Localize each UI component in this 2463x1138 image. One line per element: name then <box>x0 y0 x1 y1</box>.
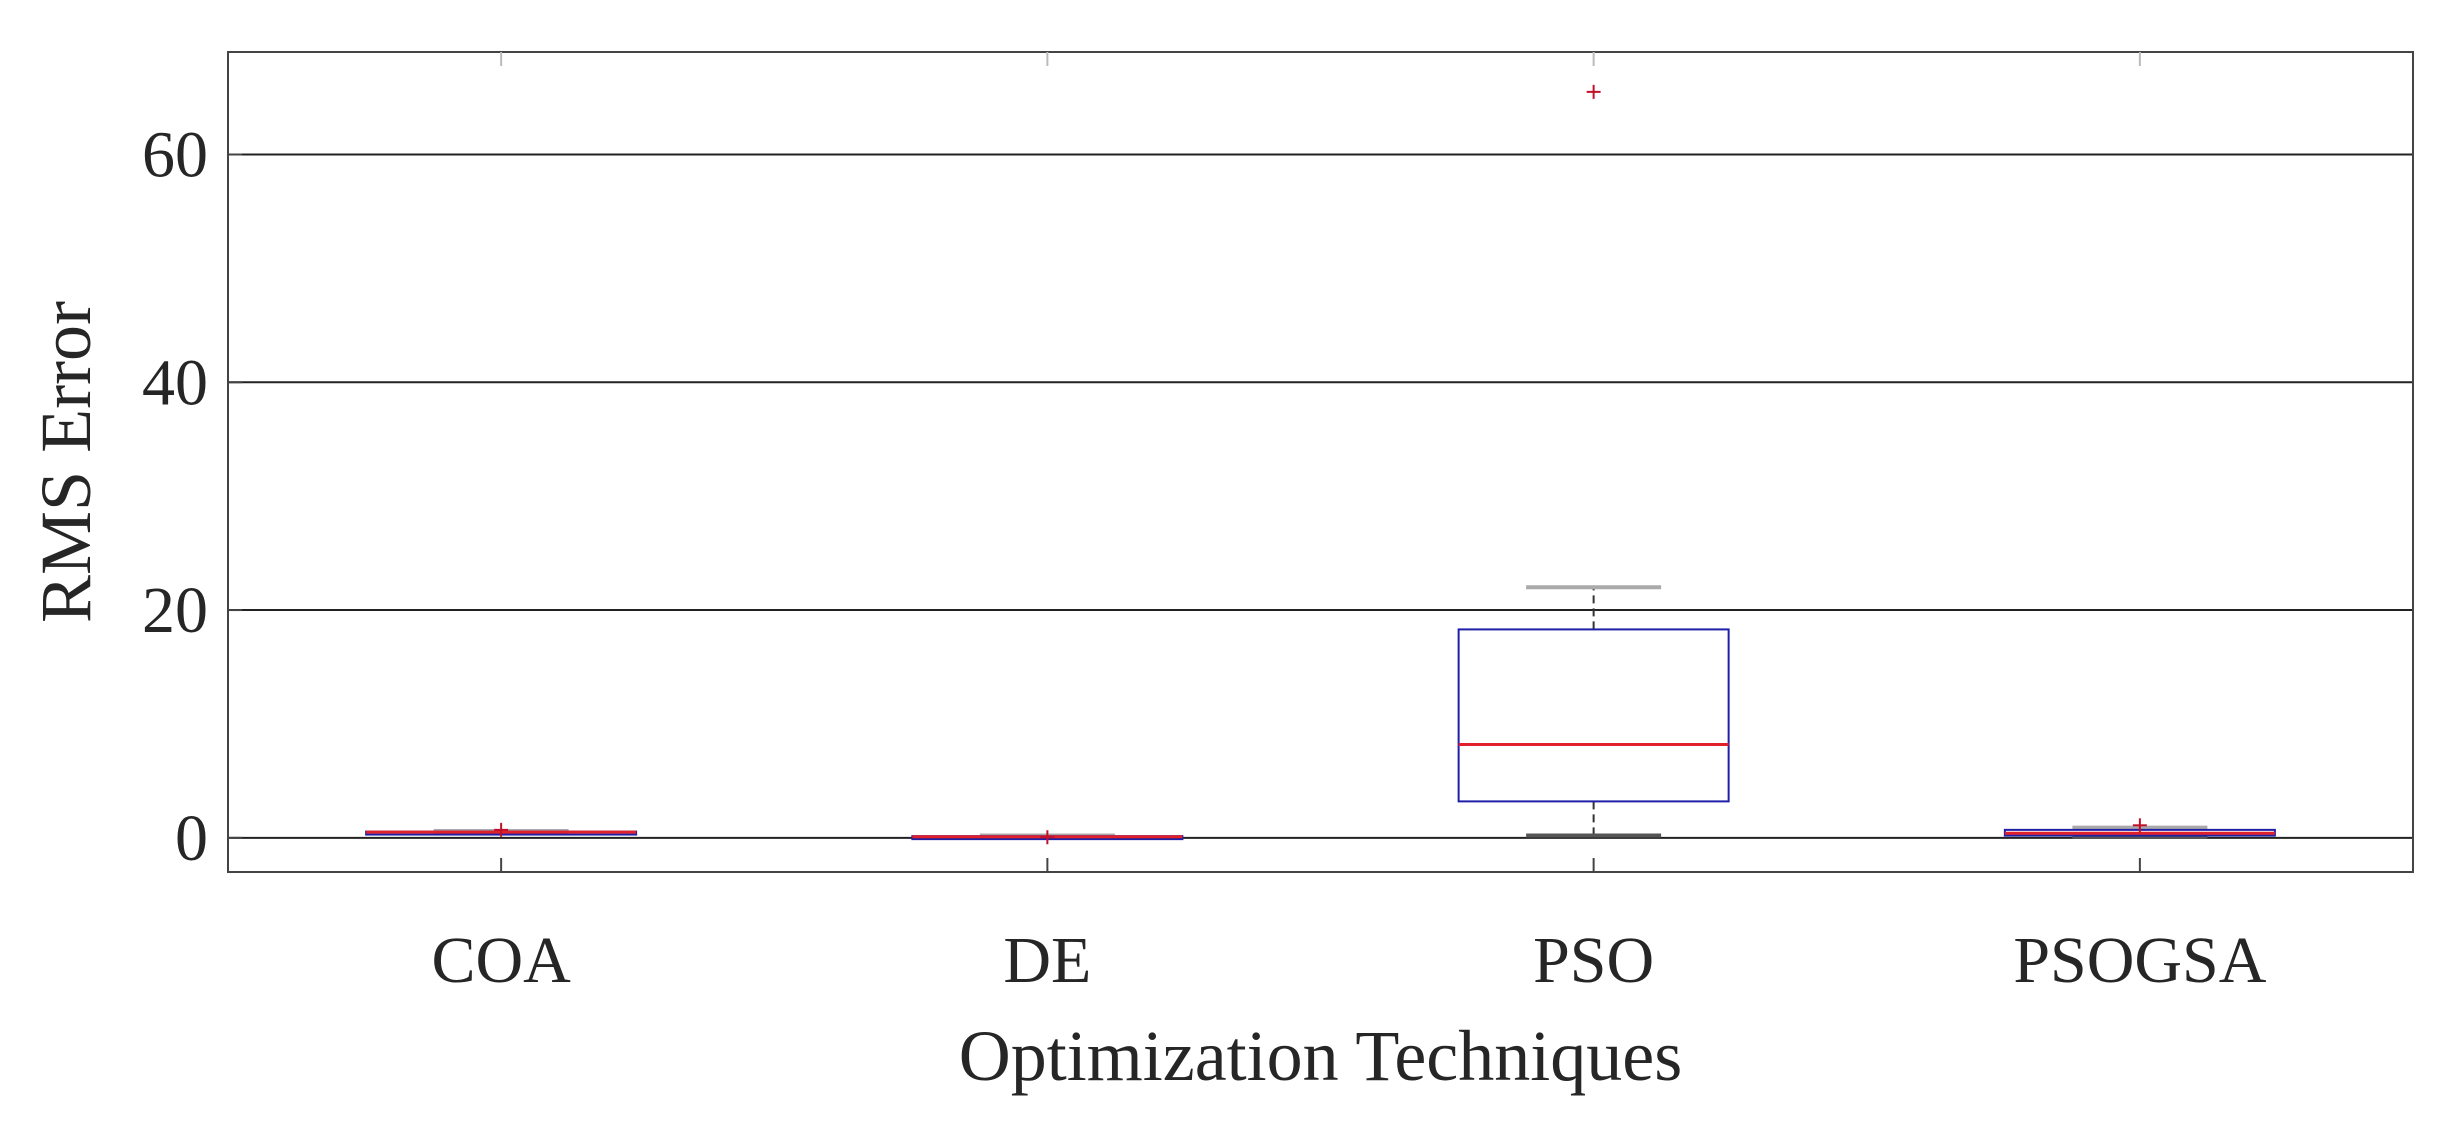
y-tick-label: 0 <box>175 802 208 875</box>
boxes <box>365 84 2276 845</box>
x-tick-label: COA <box>431 924 571 997</box>
x-axis-title: Optimization Techniques <box>959 1016 1682 1096</box>
gridlines <box>228 153 2413 839</box>
x-tick-label: DE <box>1003 924 1091 997</box>
x-tick-label: PSO <box>1533 924 1654 997</box>
box-coa <box>365 822 638 837</box>
plot-area-frame <box>227 51 2414 873</box>
tick-labels: 0 20 40 60 COA DE PSO PSOGSA <box>142 52 2267 997</box>
outlier-marker <box>1040 830 1055 845</box>
outlier-marker <box>2132 818 2147 833</box>
outlier-marker <box>494 822 509 837</box>
y-tick-label: 40 <box>142 346 208 419</box>
y-tick-label: 60 <box>142 119 208 192</box>
box-psogsa <box>2003 818 2276 839</box>
y-axis-title: RMS Error <box>26 301 106 623</box>
box-pso <box>1457 84 1730 838</box>
x-tick-label: PSOGSA <box>2013 924 2266 997</box>
box-de <box>911 830 1184 845</box>
iqr-box <box>1457 628 1730 803</box>
outlier-marker <box>1586 84 1601 99</box>
y-tick-label: 20 <box>142 574 208 647</box>
